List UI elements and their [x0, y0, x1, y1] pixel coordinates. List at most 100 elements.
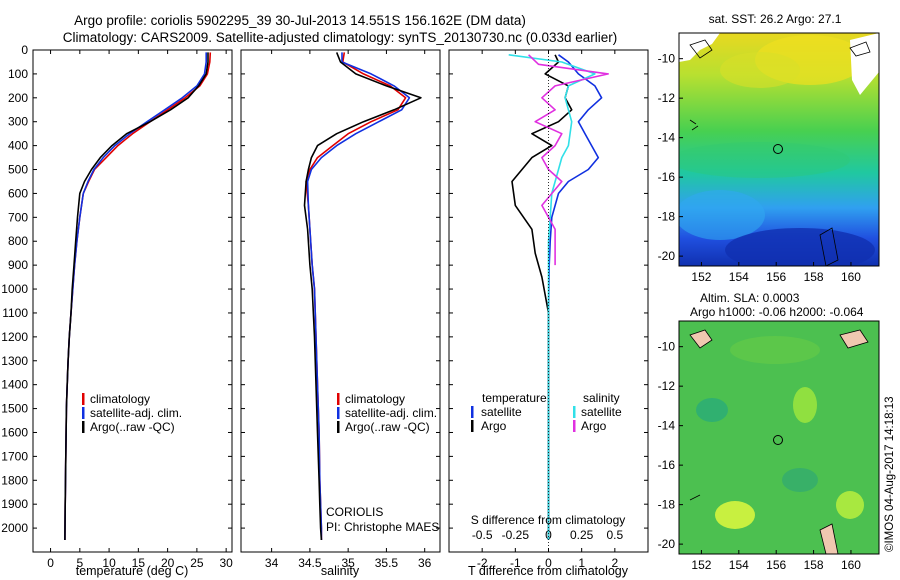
map-lat-label: -14	[658, 131, 676, 145]
legend-label-satellite: satellite-adj. clim.	[90, 406, 182, 420]
legend-label-argo: Argo(..raw -QC)	[90, 420, 175, 434]
x-tick-label: 35.5	[375, 556, 399, 570]
legend-label-satellite: satellite-adj. clim.	[345, 406, 437, 420]
sst-midband	[679, 142, 850, 178]
figure-title-line1: Argo profile: coriolis 5902295_39 30-Jul…	[74, 13, 526, 28]
map-lat-label: -16	[658, 458, 676, 472]
map-lon-label: 156	[766, 270, 786, 284]
x-tick-label: 30	[219, 556, 233, 570]
series-line-climatology	[64, 52, 212, 541]
difference-depth-ticks	[449, 49, 648, 529]
depth-tick-label: 700	[8, 210, 28, 224]
map-lat-label: -18	[658, 498, 676, 512]
imos-credit: ©IMOS 04-Aug-2017 14:18:13	[884, 396, 896, 552]
sla-map-frame	[678, 320, 880, 555]
legend-swatch-satellite	[82, 407, 85, 419]
legend-label-sal-satellite: satellite	[581, 405, 622, 419]
legend-label-argo: Argo(..raw -QC)	[345, 420, 430, 434]
legend-title-temperature: temperature	[482, 391, 547, 405]
map-lat-label: -14	[658, 419, 676, 433]
x-tick-label: 34.5	[298, 556, 322, 570]
sst-land-mask	[679, 33, 879, 95]
map-lat-label: -10	[658, 52, 676, 66]
x-tick-label: 2	[611, 556, 618, 570]
map-lon-label: 158	[804, 558, 824, 572]
sst-map-frame	[678, 32, 880, 267]
legend-swatch-satellite	[337, 407, 340, 419]
legend-title-salinity: salinity	[583, 391, 620, 405]
map-lat-label: -12	[658, 379, 676, 393]
series-line-argo-raw-qc-	[303, 52, 422, 541]
map-lon-label: 160	[841, 270, 861, 284]
depth-tick-label: 800	[8, 234, 28, 248]
sla-high-patch-2	[793, 387, 817, 423]
temperature-legend: climatology satellite-adj. clim. Argo(..…	[82, 392, 182, 434]
x-tick-label: 5	[76, 556, 83, 570]
t-difference-xlabel: T difference from climatology	[468, 564, 629, 578]
series-line-salinity-satellite	[508, 54, 596, 540]
sst-map-field	[679, 33, 879, 266]
s-diff-tick-label: 0.25	[570, 528, 594, 542]
depth-tick-label: 1600	[1, 425, 28, 439]
salinity-series	[303, 52, 422, 541]
depth-tick-label: 1500	[1, 402, 28, 416]
salinity-plot-frame	[240, 49, 441, 553]
x-tick-label: 0	[47, 556, 54, 570]
sst-warm-patch-2	[720, 52, 800, 88]
map-lon-label: 154	[729, 270, 749, 284]
depth-tick-label: 1300	[1, 354, 28, 368]
map-lon-label: 156	[766, 558, 786, 572]
depth-tick-label: 1900	[1, 497, 28, 511]
map-lon-label: 152	[691, 270, 711, 284]
legend-label-temp-satellite: satellite	[481, 405, 522, 419]
depth-tick-label: 900	[8, 258, 28, 272]
x-tick-label: 15	[132, 556, 146, 570]
sla-map-title-line1: Altim. SLA: 0.0003	[700, 291, 800, 305]
sst-cool-patch	[679, 190, 765, 240]
depth-tick-label: 1000	[1, 282, 28, 296]
x-tick-label: -1	[510, 556, 521, 570]
legend-swatch-sal-argo	[573, 420, 576, 432]
depth-tick-label: 100	[8, 67, 28, 81]
map-lat-label: -10	[658, 340, 676, 354]
depth-tick-label: 2000	[1, 521, 28, 535]
salinity-depth-ticks	[241, 49, 440, 529]
sla-high-patch	[715, 501, 755, 529]
sla-high-patch-3	[836, 491, 864, 519]
x-tick-label: 36	[418, 556, 432, 570]
salinity-legend: climatology satellite-adj. clim. Argo(..…	[337, 392, 437, 434]
sst-map-panel: sat. SST: 26.2 Argo: 27.1 152 154 156 158 16…	[658, 12, 880, 284]
s-difference-label: S difference from climatology	[471, 513, 626, 527]
sst-cold-patch	[725, 228, 875, 266]
sla-low-patch	[696, 398, 728, 422]
map-lat-label: -18	[658, 210, 676, 224]
s-diff-tick-label: -0.25	[502, 528, 530, 542]
s-diff-tick-label: -0.5	[472, 528, 493, 542]
difference-panel: -2 -1 0 1 2-0.5 -0.25 0 0.25 0.5 S difference fr…	[448, 49, 649, 578]
legend-swatch-sal-satellite	[573, 406, 576, 418]
sla-argo-position-marker	[773, 435, 783, 445]
depth-tick-label: 500	[8, 163, 28, 177]
map-lat-label: -20	[658, 537, 676, 551]
legend-swatch-temp-satellite	[471, 406, 474, 418]
depth-tick-label: 1700	[1, 449, 28, 463]
depth-axis: 0 100 200 300 400 500 600 700 800 900 1000 1100 1200…	[1, 43, 232, 535]
difference-legend: temperature salinity satellite Argo sate…	[471, 391, 622, 433]
map-lat-label: -16	[658, 170, 676, 184]
legend-swatch-argo	[337, 421, 340, 433]
legend-label-climatology: climatology	[90, 392, 150, 406]
series-line-satellite-adj-clim-	[64, 52, 207, 541]
legend-swatch-climatology	[82, 393, 85, 405]
sla-coastline	[689, 329, 869, 554]
depth-tick-label: 1100	[2, 306, 28, 320]
depth-tick-label: 200	[8, 91, 28, 105]
depth-tick-label: 1400	[1, 378, 28, 392]
legend-label-sal-argo: Argo	[581, 419, 607, 433]
temperature-panel: 0100200300400500600700800900100011001200…	[1, 43, 233, 578]
legend-swatch-argo	[82, 421, 85, 433]
x-tick-label: 20	[161, 556, 175, 570]
x-tick-label: 35	[341, 556, 355, 570]
salinity-x-axis: 34 34.5 35 35.5 36	[265, 50, 432, 570]
series-line-temperature-satellite	[547, 54, 603, 540]
difference-plot-frame	[448, 49, 649, 553]
